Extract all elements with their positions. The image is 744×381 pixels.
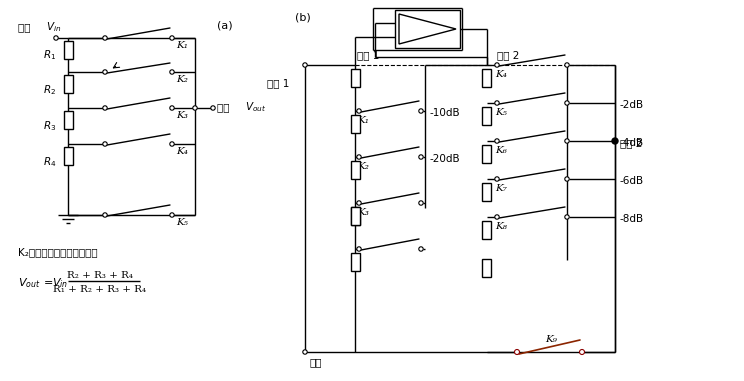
- Bar: [350, 207, 359, 225]
- Bar: [350, 253, 359, 271]
- Bar: [483, 145, 492, 163]
- Text: -6dB: -6dB: [620, 176, 644, 186]
- Text: K₉: K₉: [545, 336, 557, 344]
- Text: R₂ + R₃ + R₄: R₂ + R₃ + R₄: [67, 271, 133, 280]
- Circle shape: [565, 139, 569, 143]
- Text: K₂闭合，其余开关断开时；: K₂闭合，其余开关断开时；: [18, 247, 97, 257]
- Text: K₁: K₁: [176, 40, 188, 50]
- Circle shape: [357, 155, 361, 159]
- Text: K₄: K₄: [495, 69, 507, 78]
- Circle shape: [495, 139, 499, 143]
- Bar: [483, 259, 492, 277]
- Bar: [63, 147, 72, 165]
- Text: -8dB: -8dB: [620, 214, 644, 224]
- Bar: [350, 69, 359, 87]
- Circle shape: [193, 106, 197, 110]
- Text: K₄: K₄: [176, 147, 188, 155]
- Bar: [350, 207, 359, 225]
- Text: $V_{in}$: $V_{in}$: [52, 276, 68, 290]
- Text: K₅: K₅: [176, 218, 188, 226]
- Circle shape: [565, 215, 569, 219]
- Circle shape: [170, 142, 174, 146]
- Circle shape: [565, 177, 569, 181]
- Text: K₃: K₃: [357, 208, 369, 216]
- Circle shape: [495, 63, 499, 67]
- Text: (a): (a): [217, 20, 233, 30]
- Text: $R_3$: $R_3$: [42, 119, 56, 133]
- Bar: [483, 221, 492, 239]
- Circle shape: [495, 215, 499, 219]
- Text: 输入: 输入: [18, 22, 33, 32]
- Circle shape: [419, 201, 423, 205]
- Text: 输出: 输出: [217, 102, 233, 112]
- Circle shape: [515, 349, 519, 354]
- Text: -4dB: -4dB: [620, 138, 644, 148]
- Text: $V_{out}$: $V_{out}$: [18, 276, 41, 290]
- Circle shape: [580, 349, 585, 354]
- Text: K₅: K₅: [495, 107, 507, 117]
- Text: K₈: K₈: [495, 221, 507, 231]
- Circle shape: [211, 106, 215, 110]
- Circle shape: [103, 142, 107, 146]
- Circle shape: [303, 350, 307, 354]
- Text: =: =: [44, 278, 57, 288]
- Circle shape: [170, 213, 174, 217]
- Circle shape: [103, 70, 107, 74]
- Text: $V_{in}$: $V_{in}$: [46, 20, 61, 34]
- Text: K₆: K₆: [495, 146, 507, 155]
- Text: $R_4$: $R_4$: [42, 155, 56, 169]
- Text: K₂: K₂: [176, 75, 188, 83]
- Circle shape: [419, 109, 423, 113]
- Circle shape: [303, 63, 307, 67]
- Text: K₇: K₇: [495, 184, 507, 192]
- Circle shape: [357, 109, 361, 113]
- Bar: [483, 183, 492, 201]
- Circle shape: [170, 36, 174, 40]
- Text: −: −: [400, 18, 410, 28]
- Text: 输出 1: 输出 1: [267, 78, 289, 88]
- Circle shape: [103, 106, 107, 110]
- Circle shape: [170, 106, 174, 110]
- Text: K₂: K₂: [357, 162, 369, 171]
- Text: $R_2$: $R_2$: [43, 83, 56, 97]
- Text: $V_{out}$: $V_{out}$: [245, 100, 266, 114]
- Circle shape: [54, 36, 58, 40]
- Circle shape: [103, 36, 107, 40]
- Bar: [350, 161, 359, 179]
- Text: 接地: 接地: [310, 357, 322, 367]
- Circle shape: [495, 177, 499, 181]
- Circle shape: [565, 101, 569, 105]
- Text: R₁ + R₂ + R₃ + R₄: R₁ + R₂ + R₃ + R₄: [54, 285, 147, 293]
- Text: -20dB: -20dB: [430, 154, 461, 164]
- Bar: [395, 10, 460, 48]
- Text: -2dB: -2dB: [620, 100, 644, 110]
- Text: $R_1$: $R_1$: [43, 48, 56, 62]
- Circle shape: [495, 101, 499, 105]
- Circle shape: [612, 138, 618, 144]
- Text: +: +: [400, 32, 410, 42]
- Text: 输出 2: 输出 2: [620, 138, 642, 148]
- Circle shape: [419, 155, 423, 159]
- Bar: [350, 115, 359, 133]
- Circle shape: [419, 247, 423, 251]
- Bar: [483, 107, 492, 125]
- Text: 输入 1: 输入 1: [357, 50, 379, 60]
- Text: (b): (b): [295, 12, 311, 22]
- Circle shape: [565, 63, 569, 67]
- Circle shape: [357, 247, 361, 251]
- Text: -10dB: -10dB: [430, 108, 461, 118]
- Circle shape: [170, 70, 174, 74]
- Bar: [63, 75, 72, 93]
- Text: 输入 2: 输入 2: [497, 50, 519, 60]
- Text: K₃: K₃: [176, 110, 188, 120]
- Bar: [63, 111, 72, 129]
- Circle shape: [357, 201, 361, 205]
- Bar: [63, 41, 72, 59]
- Text: K₁: K₁: [357, 115, 369, 125]
- Circle shape: [103, 213, 107, 217]
- Bar: [483, 69, 492, 87]
